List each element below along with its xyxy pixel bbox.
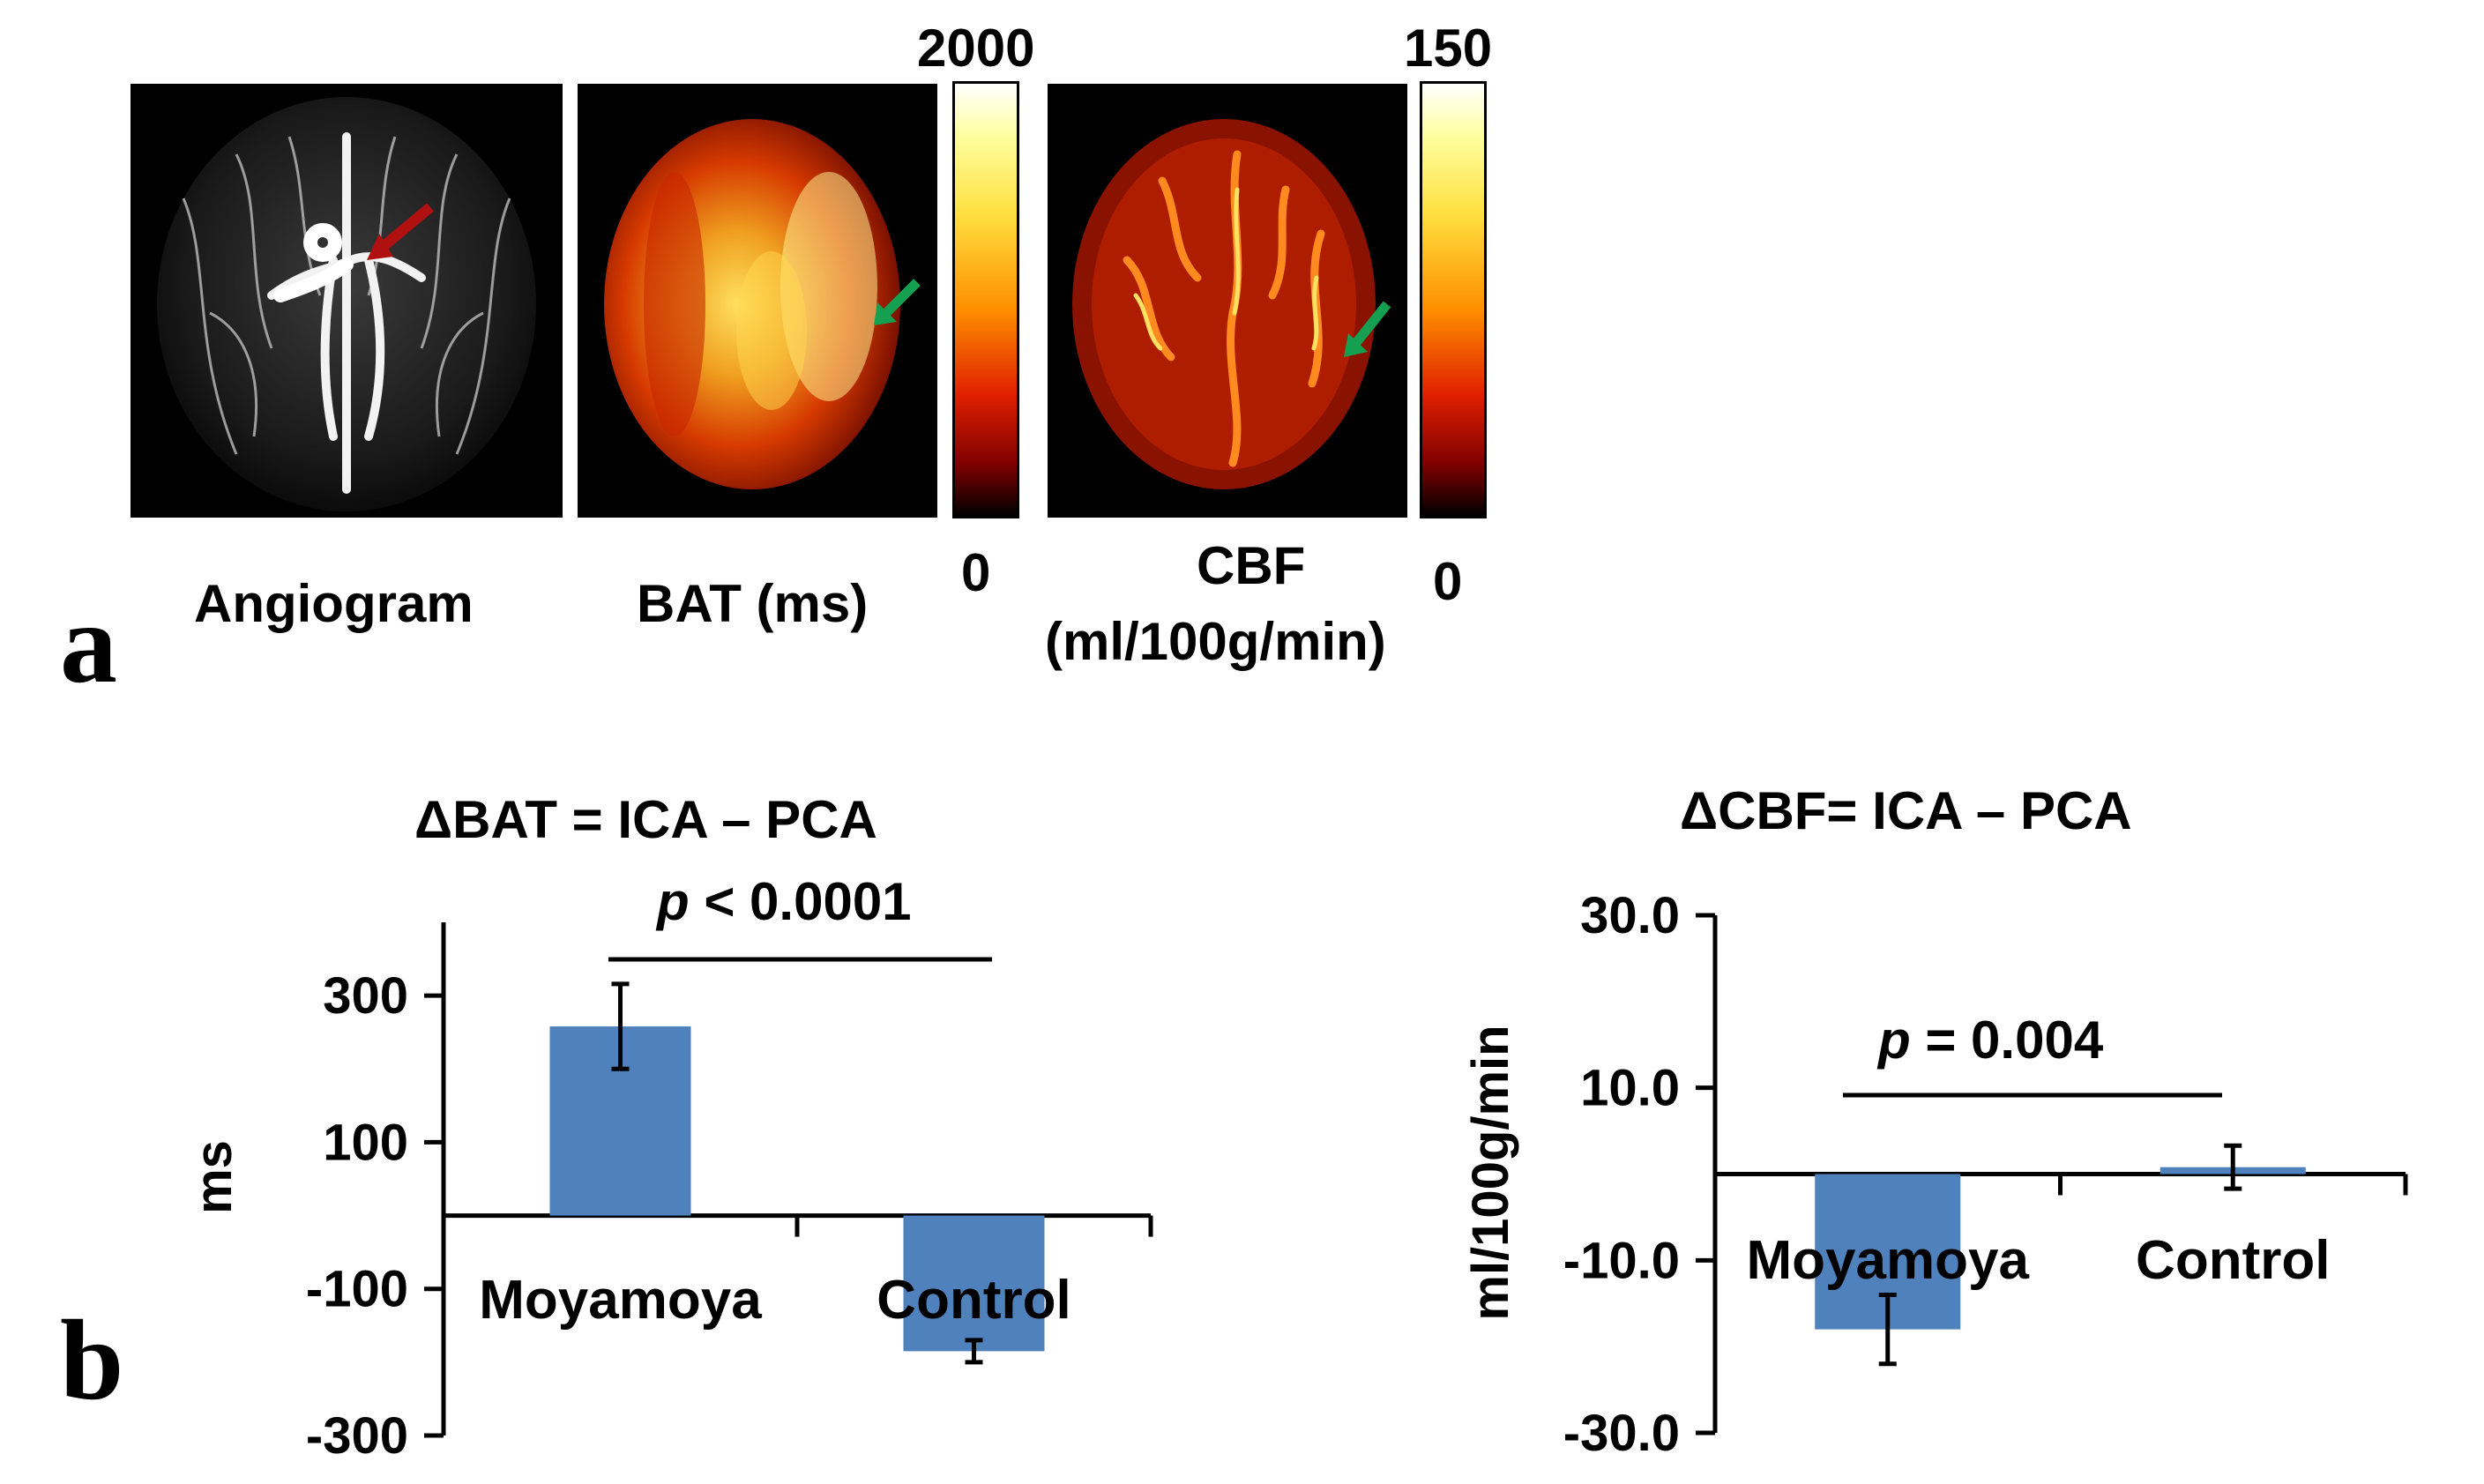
chart1-p-text: < 0.0001 (690, 872, 912, 931)
chart2-p-value: p = 0.004 (1876, 1010, 2104, 1070)
bat-colorbar-min: 0 (961, 543, 991, 602)
chart2-y-tick-label: -30.0 (1563, 1405, 1680, 1462)
chart1-category-label: Control (876, 1270, 1070, 1331)
chart1-p-symbol: p (655, 872, 690, 931)
chart1-category-label: Moyamoya (479, 1270, 762, 1331)
chart1-y-tick-label: -300 (306, 1407, 408, 1465)
chart1-y-tick-label: 300 (323, 967, 408, 1025)
cbf-map-image (1048, 84, 1407, 518)
chart2-bar-moyamoya (1815, 1174, 1961, 1330)
chart2-title: ΔCBF= ICA – PCA (1680, 781, 2132, 840)
chart1-title: ΔBAT = ICA – PCA (414, 790, 877, 849)
chart2-y-tick-label: -10.0 (1563, 1232, 1680, 1289)
chart2-p-symbol: p (1876, 1010, 1911, 1070)
cbf-colorbar-max: 150 (1404, 19, 1493, 78)
angiogram-arrow (374, 203, 434, 256)
bat-map-graphic (604, 119, 921, 489)
chart2-category-label: Control (2136, 1230, 2330, 1291)
angiogram-label: Angiogram (194, 574, 474, 633)
chart2-y-axis-label: ml/100g/min (1462, 1025, 1519, 1320)
bat-label: BAT (ms) (637, 574, 869, 633)
cbf-colorbar (1420, 81, 1487, 518)
panel-letter-a: a (60, 580, 117, 707)
cbf-label-line1: CBF (1197, 536, 1306, 595)
bat-colorbar-max: 2000 (917, 19, 1035, 78)
chart1-bar-control (903, 1215, 1045, 1352)
angiogram-image (131, 84, 563, 518)
bat-map-image (578, 84, 937, 518)
cbf-label-line2: (ml/100g/min) (1045, 612, 1386, 671)
bat-colorbar (952, 81, 1019, 518)
angiogram-vessels (157, 97, 536, 511)
chart2-y-tick-label: 30.0 (1580, 887, 1680, 944)
chart1-p-value: p < 0.0001 (655, 872, 912, 931)
chart2-bar-control (2160, 1167, 2306, 1175)
bat-arrow (878, 279, 921, 321)
chart2-category-label: Moyamoya (1747, 1230, 2030, 1291)
cbf-arrow (1347, 301, 1391, 352)
chart1-bar-moyamoya (549, 1026, 691, 1216)
chart2-y-tick-label: 10.0 (1580, 1060, 1680, 1117)
chart1-y-tick-label: -100 (306, 1261, 408, 1318)
cbf-colorbar-min: 0 (1433, 552, 1463, 611)
chart2-p-text: = 0.004 (1911, 1010, 2104, 1070)
chart1-y-tick-label: 100 (323, 1114, 408, 1171)
chart1-y-axis-label: ms (185, 1140, 242, 1214)
panel-letter-b: b (60, 1297, 124, 1424)
cbf-map-graphic (1072, 119, 1391, 489)
